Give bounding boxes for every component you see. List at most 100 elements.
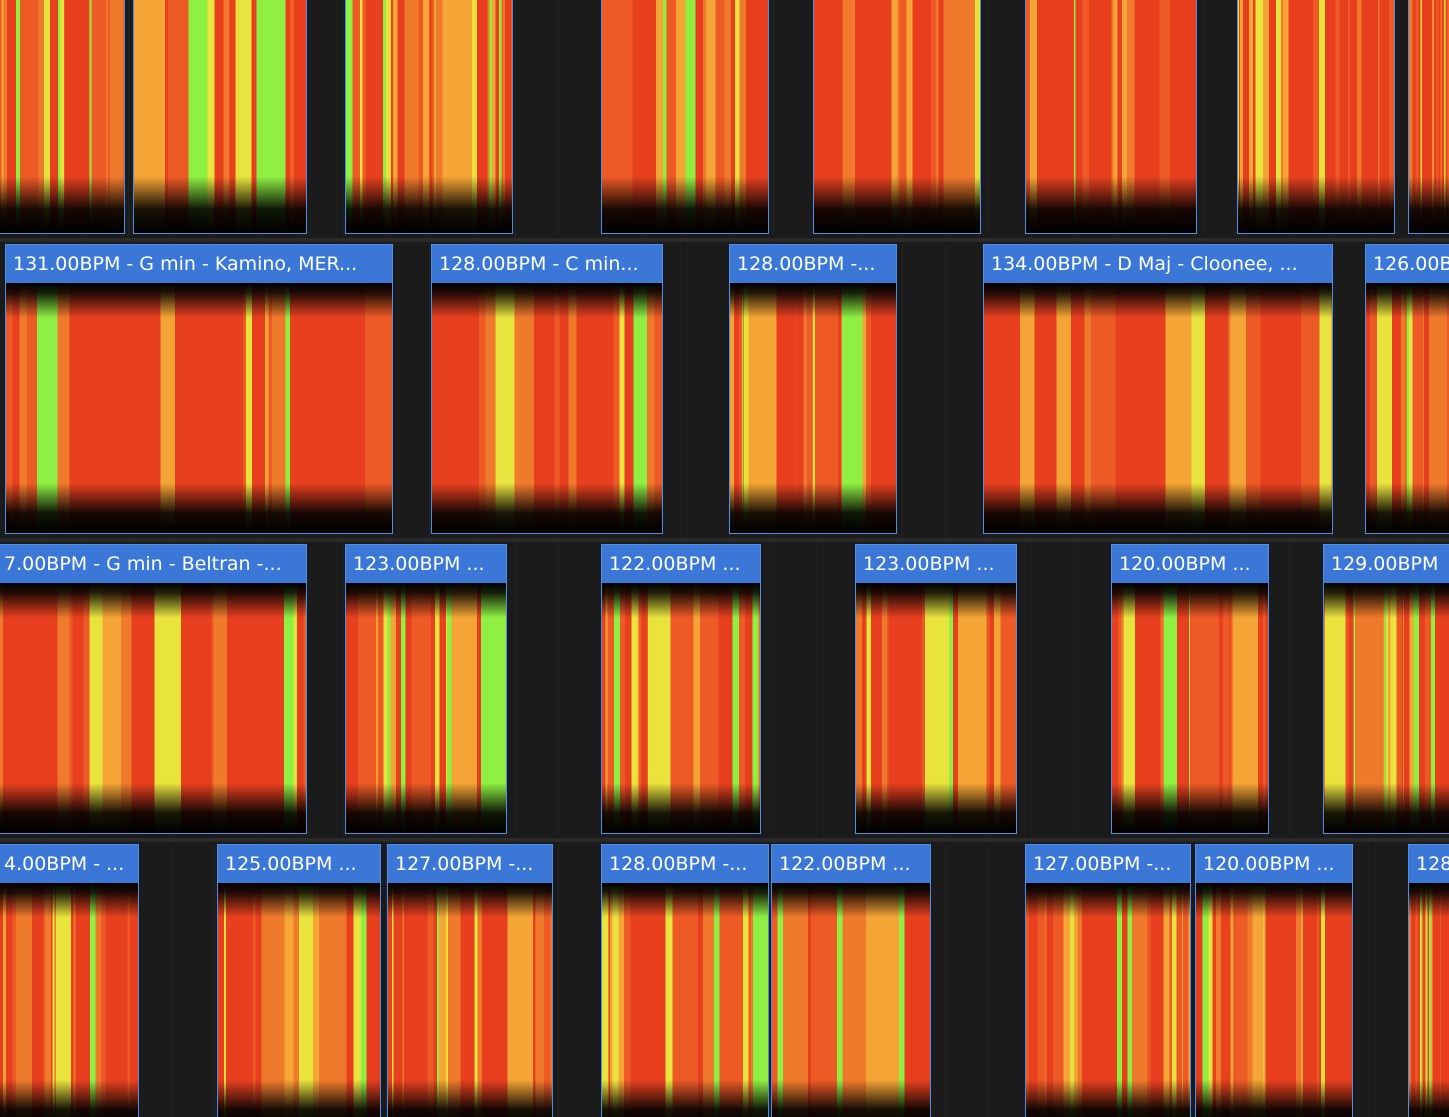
clip[interactable]: [1237, 0, 1395, 234]
waveform-fade: [0, 0, 124, 233]
waveform: [134, 0, 306, 233]
waveform-fade: [1409, 0, 1449, 233]
clip-label[interactable]: 122.00BPM ...: [772, 845, 930, 883]
waveform-fade: [602, 883, 768, 1117]
clip[interactable]: 123.00BPM ...: [855, 544, 1017, 834]
waveform: [0, 583, 306, 833]
waveform-fade: [1026, 0, 1196, 233]
clip[interactable]: 123.00BPM ...: [345, 544, 507, 834]
waveform: [1112, 583, 1268, 833]
waveform: [0, 0, 124, 233]
clip[interactable]: 4.00BPM - ...: [0, 844, 139, 1117]
clip[interactable]: 127.00BPM -...: [387, 844, 553, 1117]
clip-label[interactable]: 123.00BPM ...: [346, 545, 506, 583]
clip[interactable]: 126.00B: [1365, 244, 1449, 534]
clip-label[interactable]: 127.00BPM -...: [1026, 845, 1190, 883]
clip[interactable]: 120.00BPM ...: [1111, 544, 1269, 834]
clip[interactable]: 128.00BPM -...: [601, 844, 769, 1117]
waveform-fade: [602, 0, 768, 233]
clip[interactable]: 125.00BPM ...: [217, 844, 381, 1117]
waveform-fade: [1238, 0, 1394, 233]
waveform: [1409, 0, 1449, 233]
waveform-fade: [346, 583, 506, 833]
clip[interactable]: 122.00BPM ...: [771, 844, 931, 1117]
clip-label[interactable]: 128: [1409, 845, 1449, 883]
waveform: [730, 283, 896, 533]
waveform: [602, 0, 768, 233]
waveform-fade: [814, 0, 980, 233]
waveform: [218, 883, 380, 1117]
waveform-fade: [346, 0, 512, 233]
clip[interactable]: [345, 0, 513, 234]
waveform-fade: [218, 883, 380, 1117]
waveform-fade: [730, 283, 896, 533]
waveform: [388, 883, 552, 1117]
waveform-fade: [984, 283, 1332, 533]
clip-label[interactable]: 128.00BPM -...: [730, 245, 896, 283]
clip[interactable]: 122.00BPM ...: [601, 544, 761, 834]
waveform-fade: [388, 883, 552, 1117]
waveform: [856, 583, 1016, 833]
waveform-fade: [1409, 883, 1449, 1117]
waveform: [346, 0, 512, 233]
waveform-fade: [0, 583, 306, 833]
waveform: [602, 583, 760, 833]
clip-label[interactable]: 4.00BPM - ...: [0, 845, 138, 883]
clip[interactable]: 128.00BPM -...: [729, 244, 897, 534]
clip[interactable]: 120.00BPM ...: [1195, 844, 1353, 1117]
waveform-fade: [856, 583, 1016, 833]
waveform: [1196, 883, 1352, 1117]
waveform: [0, 883, 138, 1117]
clip[interactable]: 128: [1408, 844, 1449, 1117]
clip[interactable]: 127.00BPM -...: [1025, 844, 1191, 1117]
waveform-fade: [1112, 583, 1268, 833]
waveform-fade: [772, 883, 930, 1117]
clip[interactable]: 134.00BPM - D Maj - Cloonee, ...: [983, 244, 1333, 534]
clip-label[interactable]: 131.00BPM - G min - Kamino, MER...: [6, 245, 392, 283]
waveform: [432, 283, 662, 533]
clip[interactable]: 129.00BPM: [1323, 544, 1449, 834]
clip-label[interactable]: 122.00BPM ...: [602, 545, 760, 583]
clip[interactable]: 7.00BPM - G min - Beltran -...: [0, 544, 307, 834]
track-separator: [0, 838, 1449, 842]
waveform: [1026, 883, 1190, 1117]
waveform: [1366, 283, 1449, 533]
waveform: [1238, 0, 1394, 233]
clip-label[interactable]: 134.00BPM - D Maj - Cloonee, ...: [984, 245, 1332, 283]
waveform-fade: [1324, 583, 1449, 833]
clip[interactable]: 131.00BPM - G min - Kamino, MER...: [5, 244, 393, 534]
waveform: [1324, 583, 1449, 833]
waveform-fade: [0, 883, 138, 1117]
waveform: [1409, 883, 1449, 1117]
clip-label[interactable]: 128.00BPM - C min...: [432, 245, 662, 283]
clip[interactable]: [1025, 0, 1197, 234]
clip-label[interactable]: 123.00BPM ...: [856, 545, 1016, 583]
waveform-fade: [1366, 283, 1449, 533]
clip[interactable]: 128.00BPM - C min...: [431, 244, 663, 534]
clip-label[interactable]: 126.00B: [1366, 245, 1449, 283]
clip-label[interactable]: 7.00BPM - G min - Beltran -...: [0, 545, 306, 583]
clip-label[interactable]: 129.00BPM: [1324, 545, 1449, 583]
clip-label[interactable]: 125.00BPM ...: [218, 845, 380, 883]
clip[interactable]: [813, 0, 981, 234]
waveform-fade: [432, 283, 662, 533]
clip[interactable]: [133, 0, 307, 234]
waveform-fade: [134, 0, 306, 233]
clip-label[interactable]: 120.00BPM ...: [1112, 545, 1268, 583]
waveform-fade: [6, 283, 392, 533]
waveform-fade: [1196, 883, 1352, 1117]
waveform: [6, 283, 392, 533]
clip[interactable]: [601, 0, 769, 234]
waveform: [984, 283, 1332, 533]
waveform-fade: [1026, 883, 1190, 1117]
clip[interactable]: [0, 0, 125, 234]
waveform: [602, 883, 768, 1117]
clip-label[interactable]: 120.00BPM ...: [1196, 845, 1352, 883]
clip-label[interactable]: 127.00BPM -...: [388, 845, 552, 883]
clip-label[interactable]: 128.00BPM -...: [602, 845, 768, 883]
waveform: [1026, 0, 1196, 233]
waveform-fade: [602, 583, 760, 833]
clip[interactable]: [1408, 0, 1449, 234]
track-separator: [0, 538, 1449, 542]
